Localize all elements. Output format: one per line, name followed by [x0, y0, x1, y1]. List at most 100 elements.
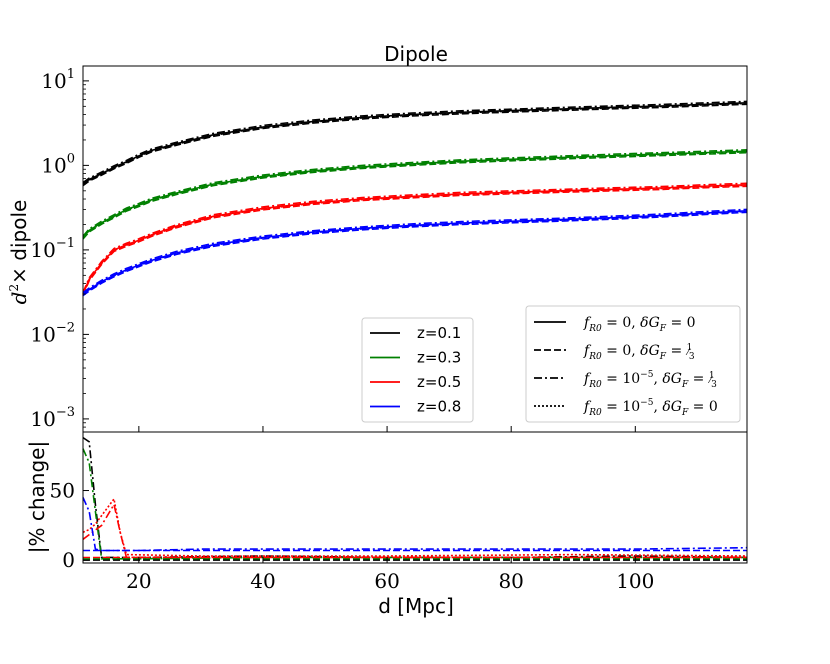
legend-eq: = — [602, 371, 623, 387]
legend-dg-sub: F — [659, 324, 667, 334]
legend-eq2: = — [666, 343, 687, 359]
legend-f-sub: R0 — [588, 408, 602, 418]
y-tick-exp: −3 — [56, 405, 75, 420]
bottom-y-axis-label: |% change| — [25, 441, 49, 553]
legend-fr0-exp: −5 — [640, 398, 654, 408]
series-z-0-5-dotted — [82, 184, 748, 295]
pct-series-z-0-3-dashdot — [82, 448, 747, 560]
series-z-0-8-dashed — [82, 211, 748, 297]
legend-dg-sub: F — [659, 352, 667, 362]
legend-f: f — [583, 315, 592, 331]
series-z-0-8-solid — [82, 210, 748, 295]
legend-label-dashed: fR0 = 0, δGF = 1⁄3 — [583, 343, 695, 362]
redshift-legend-box — [361, 317, 474, 423]
x-tick-label: 20 — [126, 569, 151, 593]
y-tick-base: 10 — [41, 153, 66, 177]
bottom-panel-frame — [82, 431, 748, 564]
legend-eq: = — [602, 315, 623, 331]
y-tick-exp: −2 — [56, 320, 75, 335]
top-series-group — [82, 100, 748, 297]
legend-fr0-exp: −5 — [640, 370, 654, 380]
y-tick-base: 10 — [30, 407, 55, 431]
legend-fr0-base: 10 — [622, 399, 640, 415]
bottom-series-group — [82, 436, 748, 561]
ylabel-sup: 2 — [7, 284, 21, 292]
x-tick-label: 60 — [374, 569, 399, 593]
y-tick-label: 10−2 — [30, 320, 75, 346]
legend-dg-num: 1 — [709, 371, 715, 381]
legend-eq2: = — [688, 399, 709, 415]
legend-dg-den: 3 — [689, 352, 695, 362]
bottom-y-ticks: 0 50 — [50, 479, 89, 572]
legend-eq2: = — [666, 315, 687, 331]
bottom-panel: 0 50 — [50, 431, 748, 572]
y-tick-exp: −1 — [56, 236, 75, 251]
legend-f-sub: R0 — [588, 380, 602, 390]
legend-label-solid: fR0 = 0, δGF = 0 — [583, 315, 696, 334]
series-z-0-1-solid — [82, 102, 748, 185]
series-z-0-8-dashdot — [82, 208, 748, 294]
series-z-0-3-solid — [82, 150, 748, 239]
legend-dg-sub: F — [681, 408, 689, 418]
series-z-0-1-dashdot — [82, 100, 748, 184]
legend-label-z-0-1: z=0.1 — [417, 324, 461, 342]
ylabel-d: d — [7, 292, 31, 305]
y-tick-base: 10 — [30, 238, 55, 262]
legend-fr0-base: 10 — [622, 371, 640, 387]
legend-f: f — [583, 371, 592, 387]
legend-f: f — [583, 399, 592, 415]
legend-dg-value: 0 — [709, 399, 718, 415]
legend-label-z-0-8: z=0.8 — [417, 398, 461, 416]
series-z-0-1-dashed — [82, 103, 748, 187]
legend-dg-sub: F — [681, 380, 689, 390]
y-tick-label: 10−3 — [30, 405, 75, 431]
x-tick-label: 100 — [616, 569, 654, 593]
top-y-axis-label: d2× dipole — [7, 200, 31, 305]
legend-eq2: = — [688, 371, 709, 387]
legend-dg: δG — [640, 315, 660, 331]
legend-dg-den: 3 — [711, 380, 717, 390]
x-tick-label: 40 — [250, 569, 275, 593]
style-legend-box — [525, 305, 741, 423]
legend-f-sub: R0 — [588, 324, 602, 334]
legend-label-z-0-3: z=0.3 — [417, 349, 461, 367]
series-z-0-3-dashdot — [82, 149, 748, 237]
legend-label-dotted: fR0 = 10−5, δGF = 0 — [583, 398, 718, 418]
series-z-0-5-dashdot — [82, 182, 748, 293]
pct-y-tick-label: 50 — [50, 479, 75, 503]
y-tick-exp: 1 — [67, 67, 75, 82]
legend-dg-value: 0 — [687, 315, 696, 331]
legend-dg: δG — [640, 343, 660, 359]
redshift-legend: z=0.1 z=0.3 z=0.5 z=0.8 — [361, 317, 474, 423]
legend-dg: δG — [662, 399, 682, 415]
chart-title: Dipole — [384, 42, 448, 66]
legend-f: f — [583, 343, 592, 359]
series-z-0-3-dashed — [82, 151, 748, 240]
y-tick-base: 10 — [41, 69, 66, 93]
legend-fr0-value: 0, — [622, 343, 640, 359]
legend-dg: δG — [662, 371, 682, 387]
legend-dg-num: 1 — [687, 343, 693, 353]
series-z-0-5-solid — [82, 184, 748, 295]
legend-eq: = — [602, 399, 623, 415]
y-tick-base: 10 — [30, 322, 55, 346]
pct-series-z-0-5-dotted — [82, 496, 748, 557]
y-tick-label: 100 — [41, 151, 75, 177]
y-tick-exp: 0 — [67, 151, 75, 166]
pct-y-tick-label: 0 — [62, 548, 75, 572]
y-tick-label: 10−1 — [30, 236, 75, 262]
legend-label-z-0-5: z=0.5 — [417, 373, 461, 391]
x-axis-label: d [Mpc] — [378, 594, 454, 618]
y-tick-label: 101 — [41, 67, 75, 93]
legend-label-dashdot: fR0 = 10−5, δGF = 1⁄3 — [583, 370, 717, 390]
series-z-0-5-dashed — [82, 185, 748, 296]
legend-comma: , — [653, 399, 662, 415]
x-ticks: 20 40 60 80 100 — [126, 426, 654, 593]
ylabel-rest: × dipole — [7, 200, 31, 284]
legend-f-sub: R0 — [588, 352, 602, 362]
pct-series-z-0-1-dashdot — [82, 436, 748, 559]
